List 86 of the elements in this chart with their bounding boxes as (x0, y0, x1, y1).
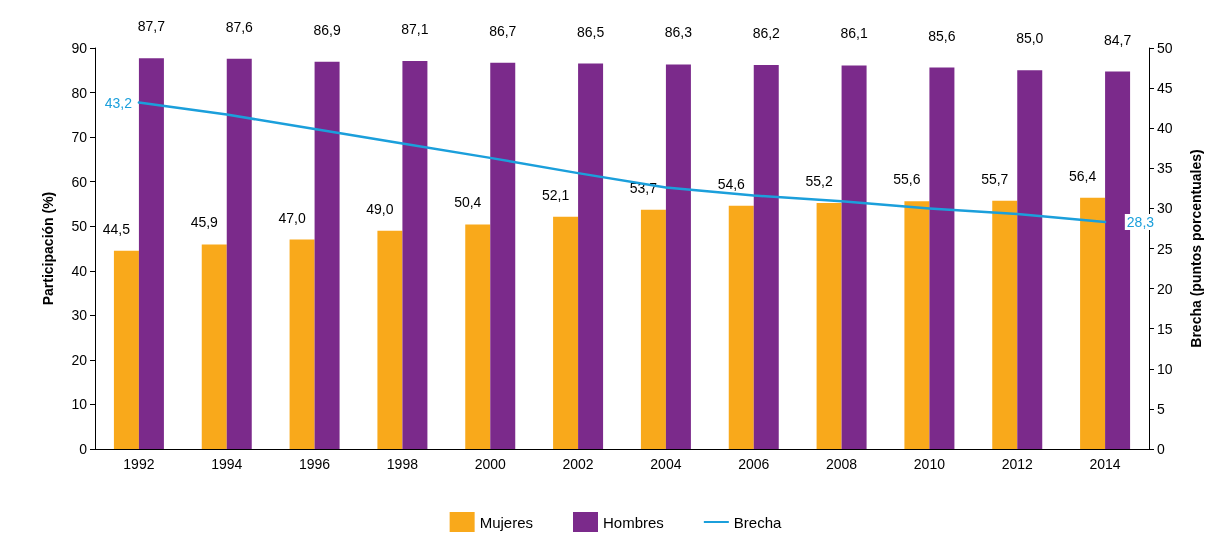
y-tick-label: 0 (79, 441, 88, 457)
y-tick-label: 80 (71, 84, 88, 101)
data-label: 85,6 (928, 27, 956, 44)
y2-tick-label: 30 (1157, 200, 1173, 217)
legend-label: Mujeres (479, 513, 533, 531)
y-tick-label: 30 (71, 307, 88, 324)
data-label: 43,2 (104, 94, 133, 111)
y2-axis-title: Brecha (puntos porcentuales) (1188, 149, 1204, 348)
bar (816, 203, 842, 449)
y2-tick-label: 25 (1157, 240, 1173, 257)
y2-tick-label: 20 (1157, 280, 1173, 297)
bar (113, 250, 139, 449)
bar (578, 63, 604, 449)
x-tick-label: 2012 (1001, 456, 1034, 472)
bar (553, 216, 579, 449)
y2-tick-label: 40 (1157, 120, 1173, 137)
bar (753, 64, 779, 449)
data-label: 55,7 (981, 170, 1009, 187)
y-tick-label: 90 (71, 40, 88, 56)
data-label: 86,1 (840, 25, 868, 42)
x-tick-label: 2004 (650, 456, 682, 472)
x-tick-label: 1992 (123, 456, 155, 472)
y-tick-label: 10 (71, 396, 88, 413)
data-label: 87,6 (225, 18, 254, 35)
data-label: 86,9 (313, 21, 341, 38)
data-label: 47,0 (278, 209, 306, 226)
bar (904, 201, 930, 449)
x-tick-label: 2008 (826, 456, 858, 472)
bar (138, 58, 164, 449)
bar (929, 67, 955, 449)
y-tick-label: 20 (71, 351, 88, 368)
x-tick-label: 2000 (474, 456, 507, 472)
data-label: 87,1 (401, 20, 429, 37)
x-tick-label: 1994 (211, 456, 243, 472)
data-label: 54,6 (717, 175, 746, 192)
bar (314, 61, 340, 449)
data-label: 87,7 (137, 18, 166, 35)
bar (289, 239, 315, 449)
y2-tick-label: 50 (1157, 40, 1173, 56)
y-tick-label: 50 (71, 218, 88, 235)
bar (1017, 70, 1043, 449)
data-label: 52,1 (541, 186, 570, 203)
y2-tick-label: 0 (1157, 441, 1165, 457)
y-tick-label: 70 (71, 129, 88, 146)
bar (377, 230, 403, 449)
bar (226, 58, 252, 449)
data-label: 49,0 (366, 200, 394, 217)
y2-tick-label: 45 (1157, 80, 1173, 97)
bar (490, 62, 516, 449)
bar (728, 205, 754, 449)
bar (640, 209, 666, 449)
data-label: 44,5 (102, 220, 131, 237)
data-label: 85,0 (1016, 30, 1044, 47)
data-label: 28,3 (1126, 214, 1155, 231)
y2-tick-label: 5 (1157, 400, 1165, 417)
y2-tick-label: 35 (1157, 160, 1173, 177)
data-label: 86,7 (489, 22, 517, 39)
data-label: 86,2 (752, 24, 781, 41)
data-label: 86,5 (576, 23, 605, 40)
bar (841, 65, 867, 449)
x-tick-label: 2014 (1089, 456, 1121, 472)
bar (465, 224, 491, 449)
data-label: 55,2 (805, 173, 833, 190)
legend-label: Hombres (602, 513, 664, 531)
x-tick-label: 2006 (738, 456, 770, 472)
y-tick-label: 40 (71, 262, 88, 279)
data-label: 45,9 (190, 214, 219, 231)
data-label: 50,4 (454, 194, 482, 211)
y-tick-label: 60 (71, 173, 88, 190)
x-tick-label: 1996 (299, 456, 331, 472)
y2-tick-label: 10 (1157, 360, 1173, 377)
data-label: 84,7 (1103, 31, 1132, 48)
legend-label: Brecha (733, 513, 783, 531)
y-axis-title: Participación (%) (40, 191, 56, 306)
bar (665, 64, 691, 449)
bar (1080, 197, 1106, 449)
y2-tick-label: 15 (1157, 320, 1173, 337)
data-label: 56,4 (1068, 167, 1097, 184)
data-label: 86,3 (664, 24, 693, 41)
bar (201, 244, 227, 449)
bar (992, 200, 1018, 449)
x-tick-label: 1998 (386, 456, 419, 472)
x-tick-label: 2002 (562, 456, 594, 472)
bar (402, 60, 428, 449)
x-tick-label: 2010 (913, 456, 946, 472)
data-label: 55,6 (893, 171, 921, 188)
